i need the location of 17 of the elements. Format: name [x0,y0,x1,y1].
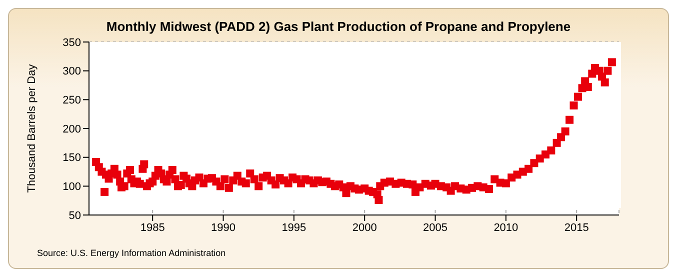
source-note: Source: U.S. Energy Information Administration [37,248,226,258]
x-tick-label: 2000 [352,222,377,234]
y-tick-label: 200 [62,123,81,136]
y-tick-label: 50 [68,210,81,222]
y-axis-title: Thousand Barrels per Day [26,64,38,193]
chart-title: Monthly Midwest (PADD 2) Gas Plant Production of Propane and Propylene [105,19,572,34]
x-tick-label: 1985 [140,222,165,234]
y-tick-label: 350 [62,36,81,49]
x-tick-label: 1990 [211,222,236,234]
x-tick-label: 2015 [564,222,589,234]
x-tick-label: 2010 [494,222,518,234]
x-tick-label: 2005 [423,222,448,234]
x-tick-label: 1995 [282,222,306,234]
y-tick-label: 300 [62,66,81,78]
y-tick-label: 150 [62,152,81,164]
y-tick-label: 250 [62,94,81,107]
y-tick-label: 100 [62,181,81,194]
